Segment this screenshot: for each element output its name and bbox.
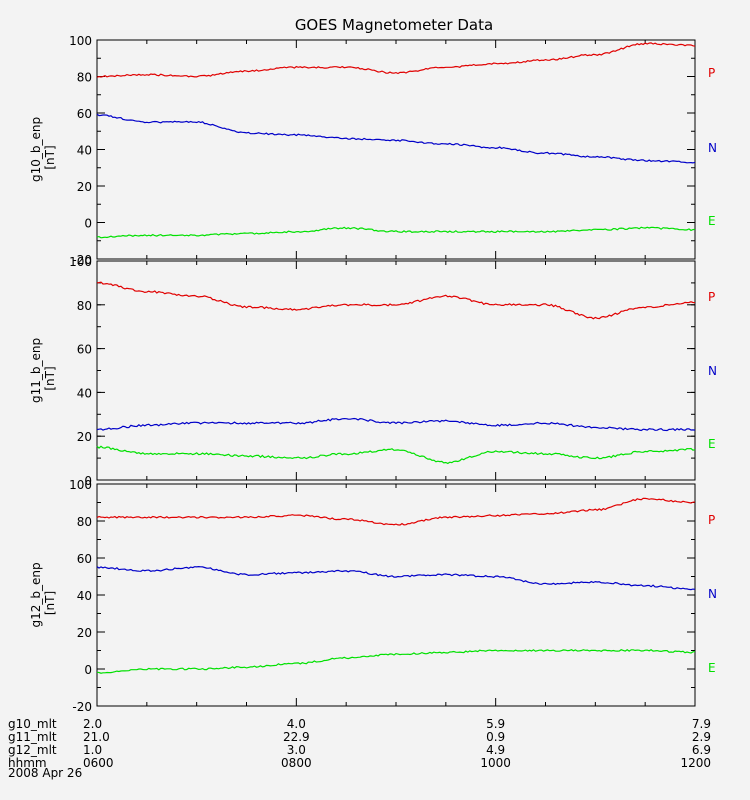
y-tick-label: 20 bbox=[77, 430, 92, 444]
x-row-value: 6.9 bbox=[692, 743, 711, 757]
panel-2: 0 20 40 60 80 100 g11_b_enp [nT] P N E bbox=[29, 255, 717, 488]
y-tick-label: 40 bbox=[77, 589, 92, 603]
y-tick-label: 60 bbox=[77, 343, 92, 357]
legend-p: P bbox=[708, 513, 715, 527]
panel-1: -20 0 20 40 60 80 100 g10_b_enp [nT] P N E bbox=[29, 34, 717, 267]
x-axis-labels: g10_mlt 2.0 4.0 5.9 7.9 g11_mlt 21.0 22.9 0.9 2.9… bbox=[8, 717, 711, 770]
y-tick-label: 20 bbox=[77, 180, 92, 194]
x-row-value: 4.0 bbox=[287, 717, 306, 731]
series-line-n bbox=[96, 113, 696, 164]
x-row-value: 5.9 bbox=[486, 717, 505, 731]
x-row-value: 3.0 bbox=[287, 743, 306, 757]
x-row-label: g10_mlt bbox=[8, 717, 57, 731]
y-tick-label: 100 bbox=[69, 255, 92, 269]
y-tick-label: 100 bbox=[69, 478, 92, 492]
x-row-value: 22.9 bbox=[283, 730, 310, 744]
x-row-value: 0600 bbox=[83, 756, 114, 770]
x-row-value: 2.9 bbox=[692, 730, 711, 744]
legend-n: N bbox=[708, 364, 717, 378]
series-line-e bbox=[96, 226, 696, 239]
legend-n: N bbox=[708, 587, 717, 601]
y-tick-label: 80 bbox=[77, 515, 92, 529]
x-row-value: 7.9 bbox=[692, 717, 711, 731]
legend-e: E bbox=[708, 437, 716, 451]
y-axis-label: g11_b_enp bbox=[29, 338, 43, 403]
y-tick-label: 80 bbox=[77, 71, 92, 85]
x-row-value: 1.0 bbox=[83, 743, 102, 757]
y-tick-label: -20 bbox=[72, 253, 92, 267]
y-tick-label: -20 bbox=[72, 700, 92, 714]
y-axis-label: g10_b_enp bbox=[29, 117, 43, 182]
x-row-value: 21.0 bbox=[83, 730, 110, 744]
x-row-label: g11_mlt bbox=[8, 730, 57, 744]
x-row-value: 2.0 bbox=[83, 717, 102, 731]
series-line-p bbox=[96, 281, 696, 320]
date-label: 2008 Apr 26 bbox=[8, 766, 82, 780]
x-row-value: 0.9 bbox=[486, 730, 505, 744]
legend-n: N bbox=[708, 141, 717, 155]
legend-p: P bbox=[708, 66, 715, 80]
y-tick-label: 0 bbox=[84, 663, 92, 677]
x-row-value: 1200 bbox=[680, 756, 711, 770]
series-line-e bbox=[96, 445, 696, 465]
y-tick-label: 100 bbox=[69, 34, 92, 48]
y-tick-label: 60 bbox=[77, 552, 92, 566]
y-axis-unit: [nT] bbox=[43, 366, 57, 390]
series-line-p bbox=[96, 42, 696, 78]
series-line-n bbox=[96, 565, 696, 591]
y-tick-label: 60 bbox=[77, 107, 92, 121]
series-line-e bbox=[96, 648, 696, 674]
plot-frame bbox=[96, 260, 696, 481]
y-tick-label: 40 bbox=[77, 386, 92, 400]
series-line-n bbox=[96, 417, 696, 432]
legend-e: E bbox=[708, 214, 716, 228]
y-axis-unit: [nT] bbox=[43, 145, 57, 169]
y-tick-label: 40 bbox=[77, 144, 92, 158]
x-row-value: 0800 bbox=[281, 756, 312, 770]
y-tick-label: 80 bbox=[77, 299, 92, 313]
x-row-value: 4.9 bbox=[486, 743, 505, 757]
y-tick-label: 20 bbox=[77, 626, 92, 640]
y-tick-label: 0 bbox=[84, 217, 92, 231]
y-tick-label: 0 bbox=[84, 474, 92, 488]
x-row-label: g12_mlt bbox=[8, 743, 57, 757]
y-axis-unit: [nT] bbox=[43, 591, 57, 615]
series-line-p bbox=[96, 497, 696, 526]
x-row-value: 1000 bbox=[480, 756, 511, 770]
x-row-label: hhmm bbox=[8, 756, 47, 770]
panel-3: -20 0 20 40 60 80 100 g12_b_enp [nT] P N E bbox=[29, 478, 717, 714]
legend-p: P bbox=[708, 290, 715, 304]
y-axis-label: g12_b_enp bbox=[29, 562, 43, 627]
legend-e: E bbox=[708, 661, 716, 675]
chart-title: GOES Magnetometer Data bbox=[295, 16, 493, 34]
